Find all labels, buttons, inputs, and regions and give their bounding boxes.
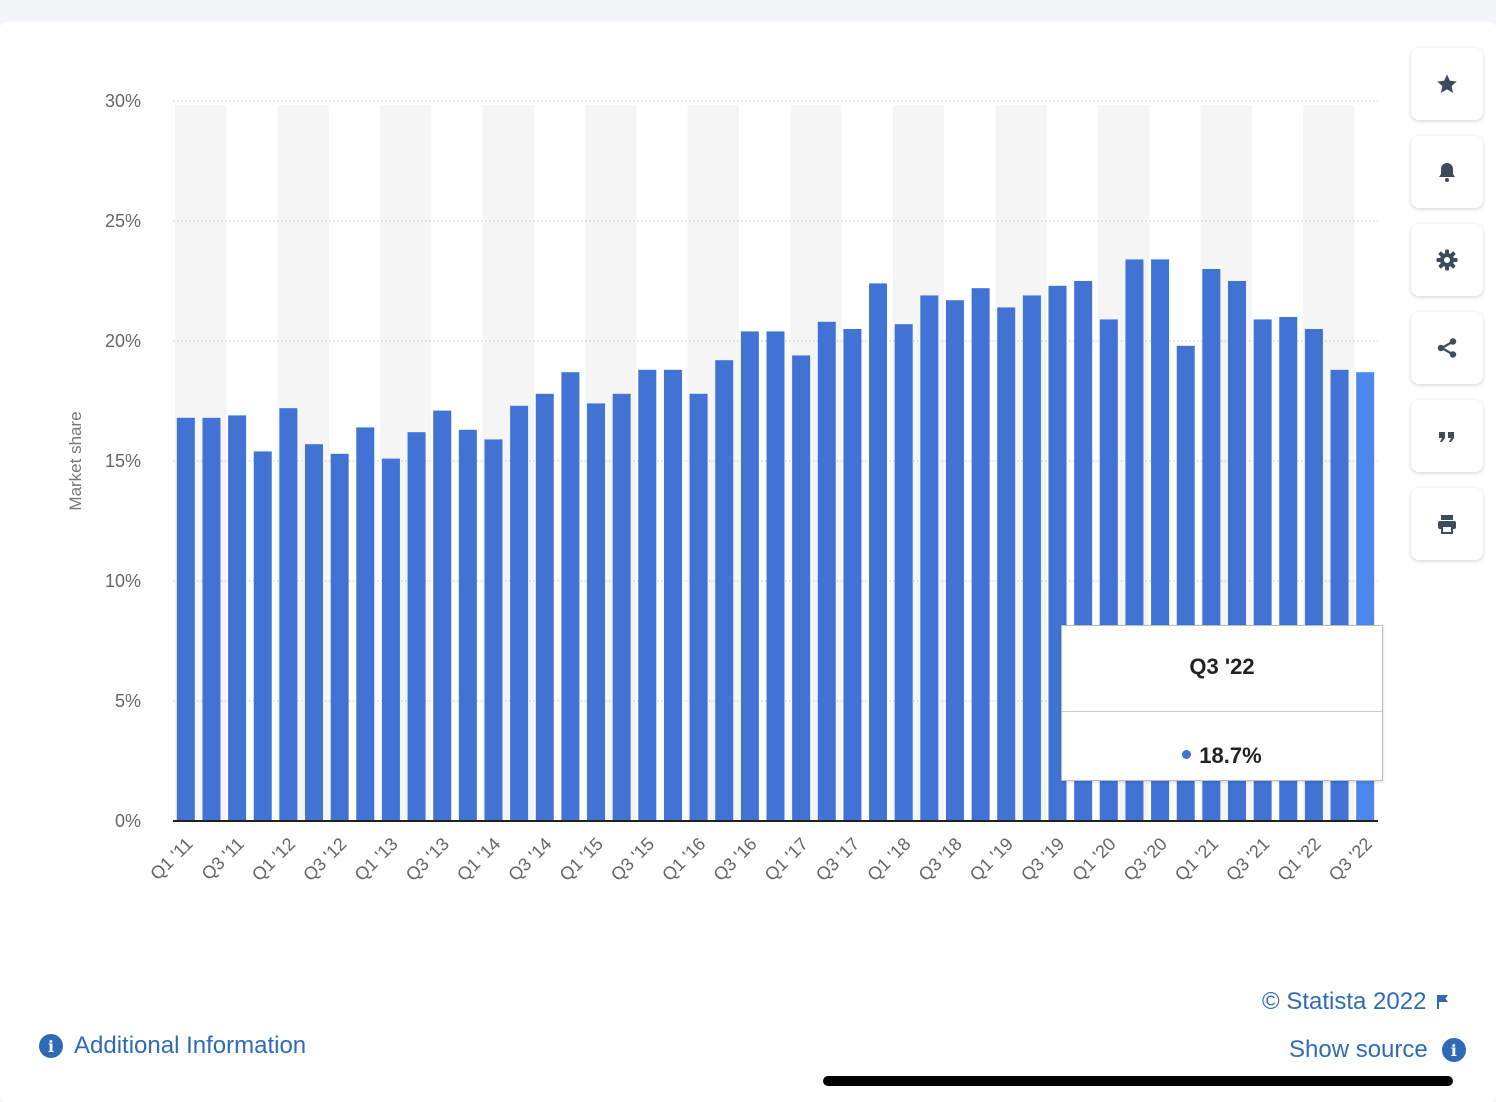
home-indicator [823, 1076, 1453, 1086]
flag-icon [1437, 995, 1449, 1009]
quote-icon [1439, 432, 1454, 442]
x-tick-label: Q3 '11 [198, 834, 248, 884]
bar[interactable] [228, 415, 247, 821]
bar-chart: 0%5%10%15%20%25%30% Q1 '11 Q3 '11 Q1 '12 Q3… [66, 91, 1378, 885]
copyright-text: © Statista 2022 [1262, 988, 1427, 1015]
additional-information-text: Additional Information [74, 1032, 307, 1059]
y-axis-title: Market share [66, 411, 85, 510]
bar[interactable] [407, 432, 426, 821]
tooltip-value: 18.7% [1199, 743, 1262, 768]
settings-button[interactable] [1411, 224, 1483, 296]
x-tick-label: Q1 '12 [248, 834, 299, 885]
bar[interactable] [587, 403, 606, 821]
share-icon [1437, 338, 1457, 358]
x-tick-label: Q1 '17 [761, 834, 812, 885]
bar[interactable] [535, 393, 554, 821]
bar[interactable] [381, 458, 400, 821]
bar[interactable] [253, 451, 272, 821]
star-icon [1437, 74, 1457, 93]
tooltip-value-row: 18.7% [1062, 743, 1382, 769]
x-tick-label: Q1 '13 [350, 834, 401, 885]
bar[interactable] [510, 405, 529, 821]
bar[interactable] [433, 410, 452, 821]
x-tick-label: Q3 '14 [504, 834, 555, 885]
gear-icon [1436, 249, 1458, 271]
x-tick-label: Q1 '16 [658, 834, 709, 885]
bar[interactable] [202, 417, 221, 821]
bar[interactable] [561, 372, 580, 821]
show-source-text: Show source [1289, 1036, 1428, 1063]
tooltip: Q3 '22 18.7% [1061, 625, 1383, 781]
bar[interactable] [689, 393, 708, 821]
x-tick-label: Q1 '19 [966, 834, 1017, 885]
chart-card: 0% 5% 10% 15% 20% 25% 30% Q1 '11 Q3 '11 Q1 '12 Q3… [0, 22, 1496, 1102]
x-tick-label: Q3 '19 [1017, 834, 1068, 885]
bell-icon [1439, 163, 1455, 182]
x-tick-label: Q1 '18 [863, 834, 914, 885]
print-button[interactable] [1411, 488, 1483, 560]
x-tick-label: Q1 '22 [1273, 834, 1324, 885]
bar[interactable] [638, 369, 657, 821]
bar[interactable] [279, 408, 298, 821]
bar[interactable] [715, 360, 734, 821]
bar[interactable] [663, 369, 682, 821]
bar[interactable] [843, 329, 862, 821]
bar[interactable] [458, 429, 477, 821]
x-tick-label: Q3 '21 [1222, 834, 1273, 885]
cite-button[interactable] [1411, 400, 1483, 472]
x-tick-label: Q3 '20 [1120, 834, 1171, 885]
x-tick-label: Q3 '22 [1325, 834, 1376, 885]
bar[interactable] [176, 417, 195, 821]
bar[interactable] [792, 355, 811, 821]
notification-button[interactable] [1411, 136, 1483, 208]
bar[interactable] [766, 331, 785, 821]
x-tick-label: Q1 '11 [146, 834, 196, 884]
x-tick-label: Q1 '14 [453, 834, 504, 885]
bar[interactable] [330, 453, 349, 821]
copyright-link[interactable]: © Statista 2022 [1262, 988, 1450, 1016]
x-tick-label: Q3 '15 [607, 834, 658, 885]
bar[interactable] [869, 283, 888, 821]
bar[interactable] [997, 307, 1016, 821]
bar[interactable] [971, 288, 990, 821]
bar[interactable] [305, 444, 324, 821]
x-tick-label: Q3 '13 [402, 834, 453, 885]
bar[interactable] [484, 439, 503, 821]
bar[interactable] [356, 427, 375, 821]
x-tick-label: Q1 '20 [1068, 834, 1119, 885]
bar[interactable] [920, 295, 939, 821]
show-source-link[interactable]: Show source i [1289, 1036, 1466, 1064]
additional-information-link[interactable]: i Additional Information [39, 1032, 306, 1060]
info-icon: i [39, 1034, 63, 1058]
series-dot-icon [1182, 750, 1192, 759]
y-tick-label: 20% [105, 331, 141, 351]
tooltip-divider [1062, 711, 1382, 712]
x-tick-label: Q3 '12 [299, 834, 350, 885]
bar[interactable] [740, 331, 759, 821]
y-tick-label: 10% [105, 571, 141, 591]
y-tick-label: 5% [115, 691, 141, 711]
y-tick-label: 0% [115, 811, 141, 831]
share-button[interactable] [1411, 312, 1483, 384]
bar[interactable] [612, 393, 631, 821]
x-tick-label: Q1 '15 [556, 834, 607, 885]
y-tick-label: 15% [105, 451, 141, 471]
bar[interactable] [817, 321, 836, 821]
x-tick-label: Q3 '17 [812, 834, 863, 885]
bar[interactable] [1022, 295, 1041, 821]
bar[interactable] [894, 324, 913, 821]
tooltip-title: Q3 '22 [1189, 654, 1255, 679]
bar[interactable] [945, 300, 964, 821]
info-icon: i [1441, 1038, 1466, 1062]
x-tick-label: Q1 '21 [1171, 834, 1222, 885]
favorite-button[interactable] [1411, 48, 1483, 120]
y-tick-label: 25% [105, 211, 141, 231]
y-tick-label: 30% [105, 91, 141, 111]
x-tick-label: Q3 '16 [709, 834, 760, 885]
print-icon [1438, 515, 1456, 534]
x-tick-label: Q3 '18 [915, 834, 966, 885]
